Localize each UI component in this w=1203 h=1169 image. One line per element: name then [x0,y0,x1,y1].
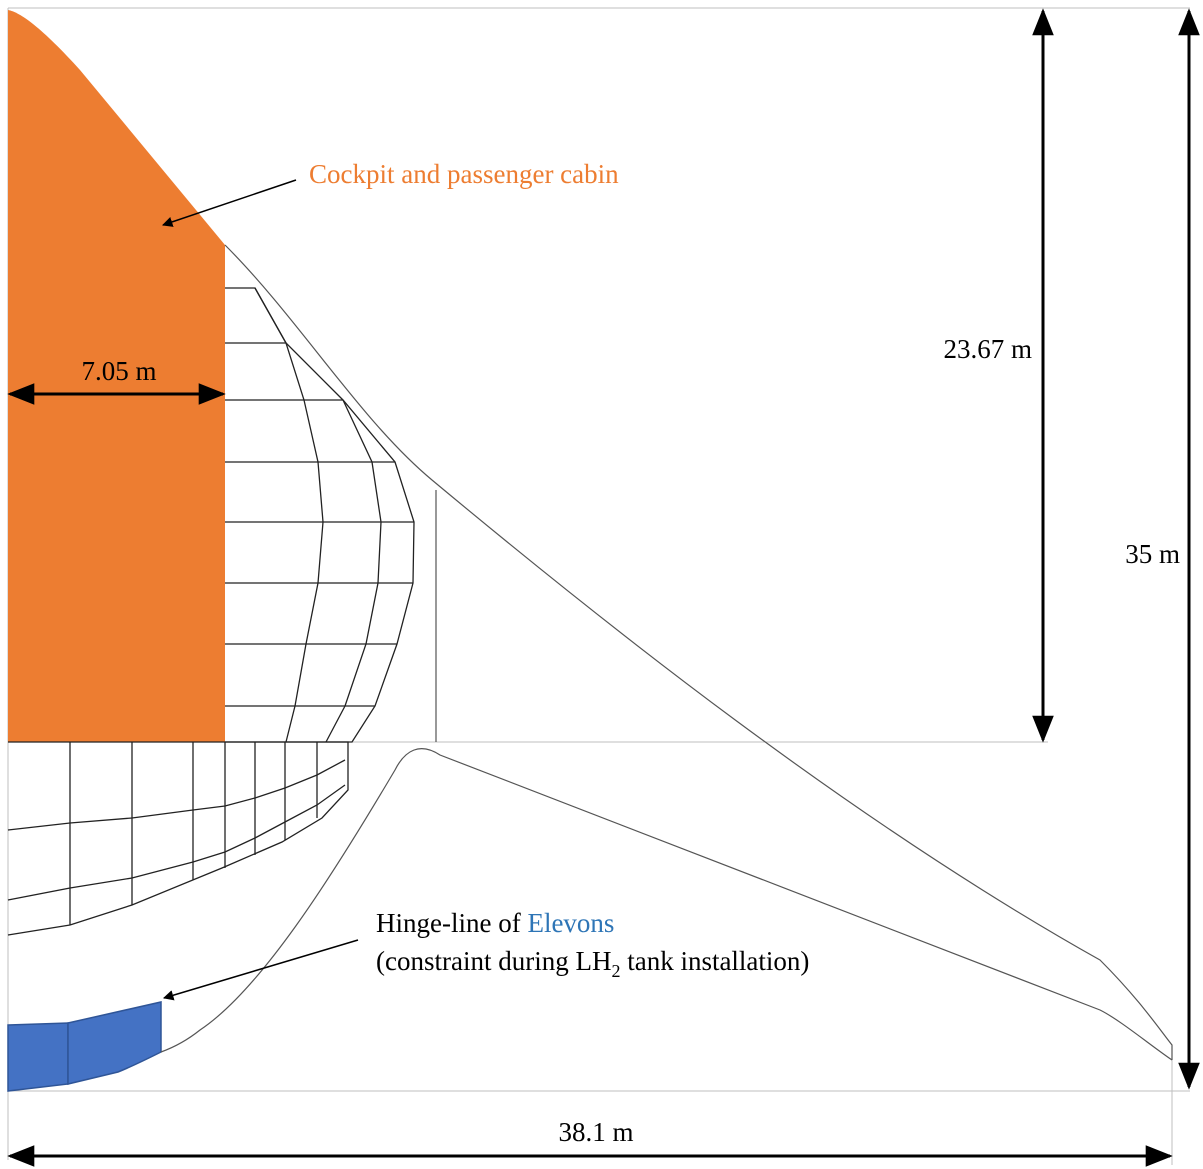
elevons-word: Elevons [527,908,614,938]
cabin-width-label: 7.05 m [81,356,156,386]
cabin-leader-arrow [162,179,297,227]
forward-tank-line [325,399,382,743]
span-label: 38.1 m [558,1117,633,1147]
wing-outline [160,244,1173,1061]
trailing-edge [160,748,1173,1061]
cabin-region [8,10,225,742]
aft-tank-outline [7,741,349,936]
hinge-line-label: Hinge-line of Elevons [376,908,614,938]
elevon-leader-arrow [162,939,359,1001]
elevon-outer [67,1001,162,1085]
cabin-length-label: 23.67 m [943,334,1032,364]
hinge-constraint-suffix: tank installation) [620,946,809,976]
forward-tank-line [254,287,324,743]
hinge-line-prefix: Hinge-line of [376,908,527,938]
aft-tank-grid [7,741,349,936]
leading-edge [224,244,1173,1060]
total-length-label: 35 m [1125,539,1180,569]
elevons [7,1001,162,1092]
hinge-constraint-label: (constraint during LH2 tank installation… [376,946,809,981]
forward-tank-grid [225,287,415,743]
dimension-arrows [7,8,1200,1167]
elevon-inner [7,1022,69,1092]
hinge-constraint-prefix: (constraint during LH [376,946,611,976]
cabin-label: Cockpit and passenger cabin [309,159,619,189]
aft-tank-row [7,759,346,831]
aft-tank-row [7,784,346,901]
hinge-constraint-subscript: 2 [611,961,620,981]
